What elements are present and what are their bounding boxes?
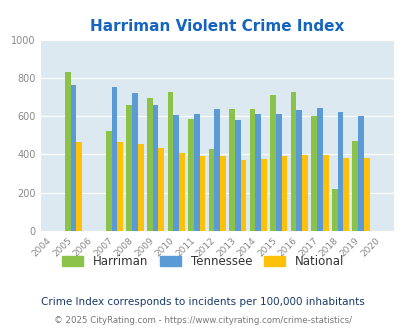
Bar [132,93,138,231]
Bar [331,188,337,231]
Legend: Harriman, Tennessee, National: Harriman, Tennessee, National [57,250,348,273]
Bar [188,119,193,231]
Bar [275,114,281,231]
Bar [173,115,179,231]
Bar [337,112,343,231]
Bar [270,95,275,231]
Bar [240,160,246,231]
Bar [152,105,158,231]
Bar [316,108,322,231]
Bar [193,114,199,231]
Bar [260,159,266,231]
Bar [208,149,214,231]
Bar [249,109,255,231]
Bar [106,131,111,231]
Bar [117,142,123,231]
Bar [167,92,173,231]
Text: Crime Index corresponds to incidents per 100,000 inhabitants: Crime Index corresponds to incidents per… [41,297,364,307]
Bar [111,87,117,231]
Bar [352,141,357,231]
Bar [296,111,301,231]
Bar [311,116,316,231]
Bar [343,158,348,231]
Bar [126,105,132,231]
Bar [138,144,143,231]
Bar [158,148,164,231]
Bar [179,153,184,231]
Bar [363,158,369,231]
Bar [70,85,76,231]
Bar [199,156,205,231]
Bar [65,72,70,231]
Title: Harriman Violent Crime Index: Harriman Violent Crime Index [90,19,343,34]
Bar [147,98,152,231]
Bar [214,109,220,231]
Bar [301,155,307,231]
Bar [357,116,363,231]
Bar [255,114,260,231]
Bar [76,142,82,231]
Text: © 2025 CityRating.com - https://www.cityrating.com/crime-statistics/: © 2025 CityRating.com - https://www.city… [54,316,351,325]
Bar [290,92,296,231]
Bar [220,156,225,231]
Bar [322,155,328,231]
Bar [281,155,287,231]
Bar [234,120,240,231]
Bar [228,109,234,231]
